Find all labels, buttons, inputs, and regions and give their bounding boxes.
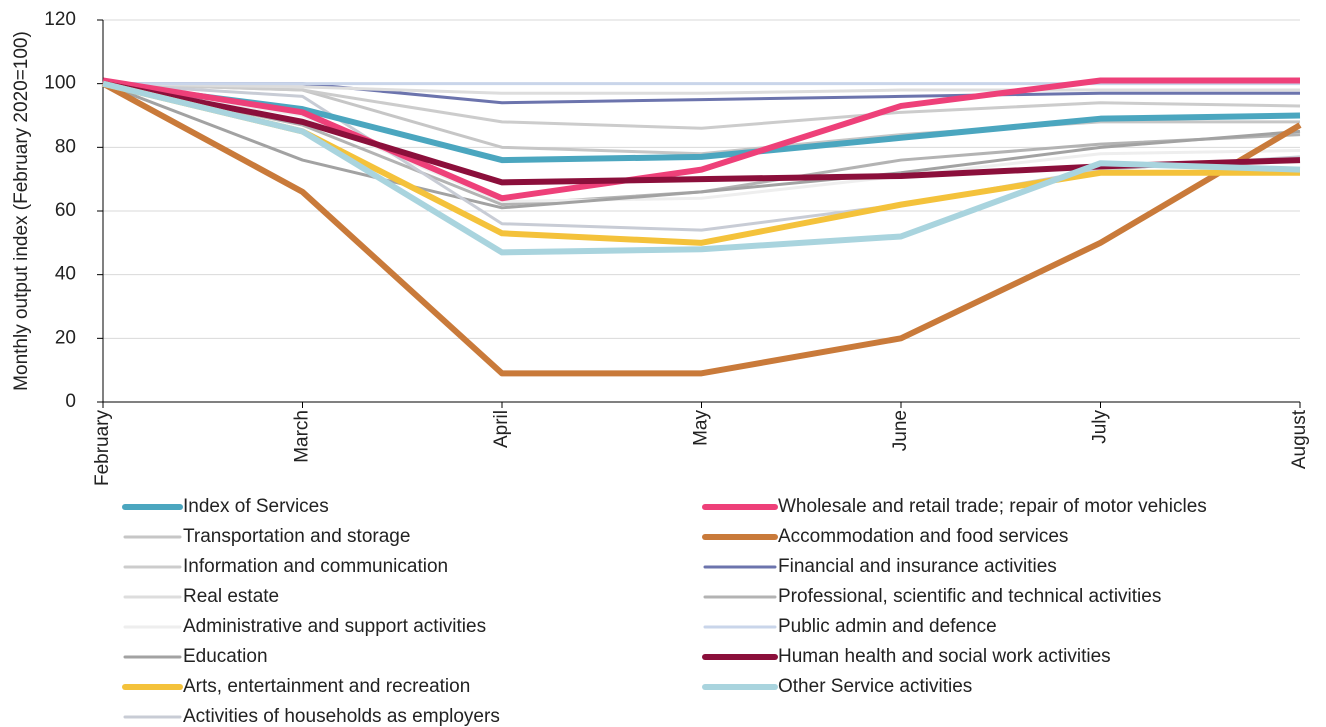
- legend-label: Wholesale and retail trade; repair of mo…: [778, 496, 1207, 517]
- x-tick-label: August: [1289, 409, 1310, 469]
- legend-label: Other Service activities: [778, 676, 972, 697]
- y-tick-label: 0: [65, 391, 76, 412]
- legend-label: Transportation and storage: [183, 526, 410, 547]
- y-tick-label: 60: [55, 200, 76, 221]
- x-tick-label: April: [491, 410, 512, 448]
- legend-label: Administrative and support activities: [183, 616, 486, 637]
- x-tick-label: February: [92, 410, 113, 487]
- series-line: [101, 81, 1302, 377]
- legend-label: Financial and insurance activities: [778, 556, 1057, 577]
- x-tick-label: March: [292, 410, 313, 463]
- legend-label: Public admin and defence: [778, 616, 997, 637]
- legend-label: Accommodation and food services: [778, 526, 1068, 547]
- series-line: [102, 82, 1301, 232]
- x-tick-label: May: [691, 410, 712, 446]
- legend-label: Human health and social work activities: [778, 646, 1111, 667]
- legend-label: Real estate: [183, 586, 279, 607]
- y-tick-label: 40: [55, 264, 76, 285]
- legend-label: Arts, entertainment and recreation: [183, 676, 470, 697]
- series-line: [102, 82, 1301, 210]
- series-line: [102, 80, 1301, 164]
- series-line: [102, 77, 1300, 202]
- series-line: [102, 82, 1301, 130]
- x-tick-label: July: [1090, 410, 1111, 444]
- legend-label: Index of Services: [183, 496, 329, 517]
- legend-label: Professional, scientific and technical a…: [778, 586, 1161, 607]
- legend-label: Activities of households as employers: [183, 706, 500, 727]
- y-tick-label: 80: [55, 136, 76, 157]
- series-line: [102, 82, 1300, 95]
- y-tick-label: 100: [44, 73, 76, 94]
- legend-label: Education: [183, 646, 268, 667]
- series-line: [102, 80, 1301, 256]
- y-tick-label: 120: [44, 9, 76, 30]
- x-tick-label: June: [890, 410, 911, 451]
- legend-label: Information and communication: [183, 556, 448, 577]
- y-tick-label: 20: [55, 327, 76, 348]
- y-axis-label: Monthly output index (February 2020=100): [11, 31, 32, 391]
